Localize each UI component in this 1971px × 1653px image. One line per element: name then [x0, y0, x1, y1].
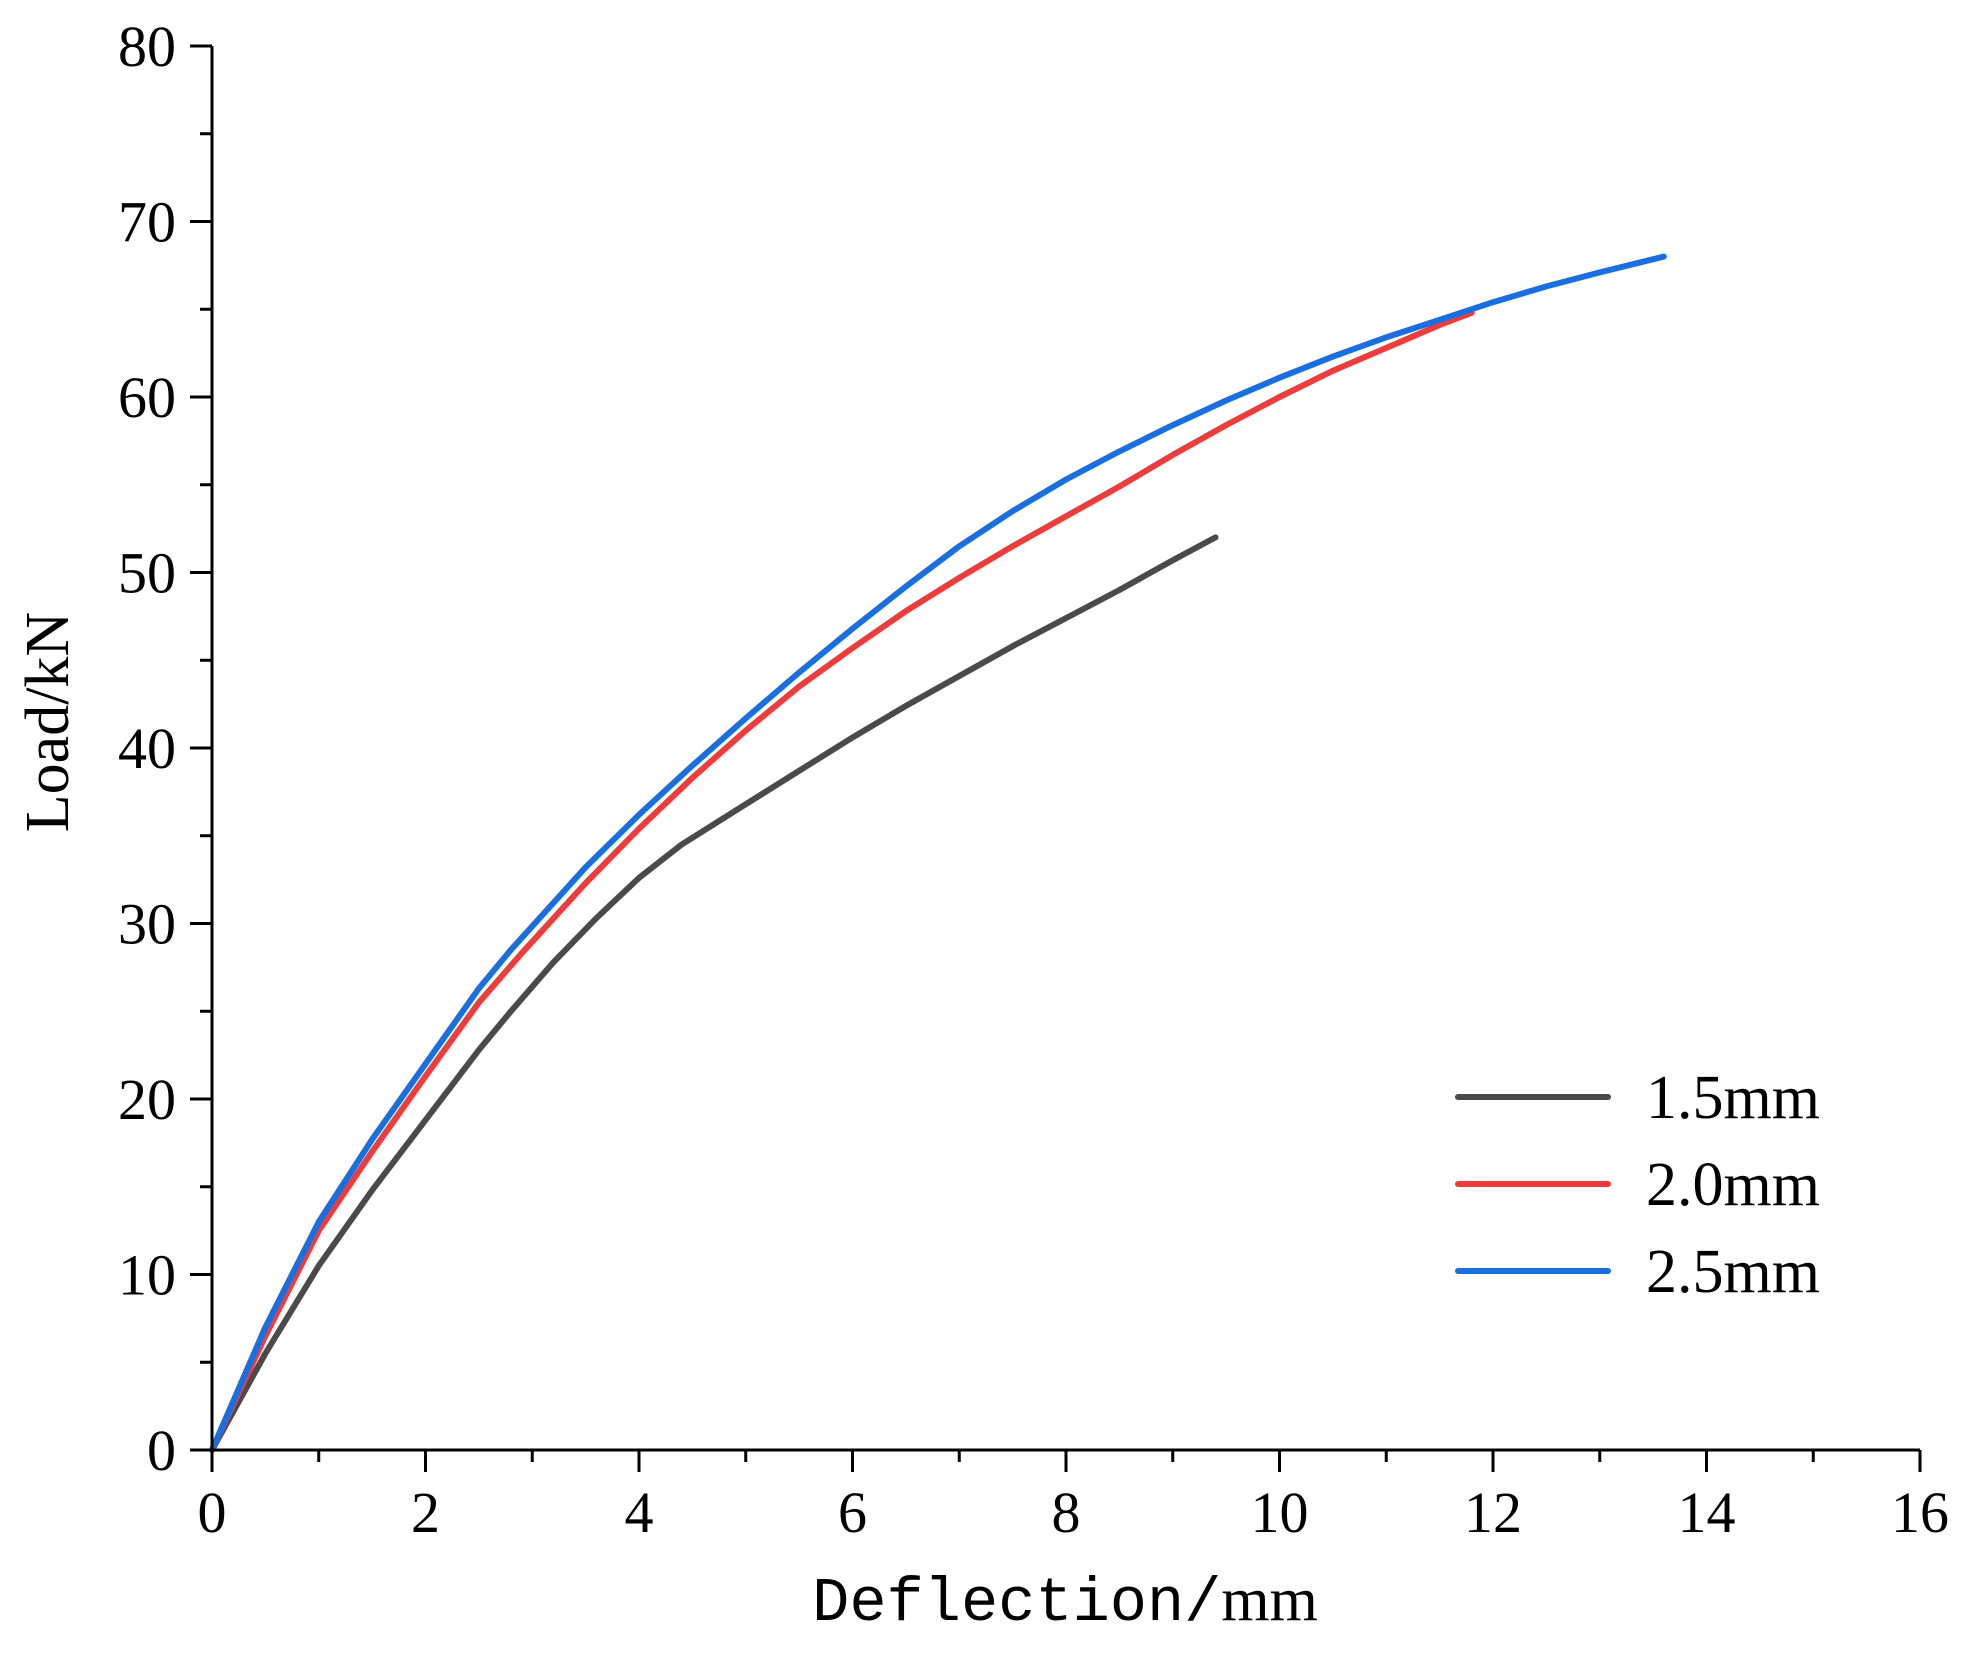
x-axis-title-quantity: Deflection/: [812, 1568, 1221, 1639]
x-tick-label: 0: [198, 1480, 227, 1545]
x-tick-label: 2: [411, 1480, 440, 1545]
y-tick-label: 70: [118, 190, 176, 255]
y-tick-label: 10: [118, 1243, 176, 1308]
x-tick-label: 6: [838, 1480, 867, 1545]
y-tick-label: 80: [118, 14, 176, 79]
legend-label-2-5mm: 2.5mm: [1646, 1238, 1820, 1306]
y-tick-label: 50: [118, 541, 176, 606]
y-tick-label: 30: [118, 892, 176, 957]
series-line-1-5mm: [209, 534, 1219, 1453]
y-tick-label: 60: [118, 365, 176, 430]
x-axis: 0 2 4 6 8 10 12 14 16: [198, 1448, 1949, 1545]
y-tick-label: 40: [118, 716, 176, 781]
y-tick-label: 0: [147, 1418, 176, 1483]
y-axis-title: Load/kN: [14, 612, 82, 832]
legend-label-2-0mm: 2.0mm: [1646, 1151, 1820, 1219]
y-axis: 0 10 20 30 40 50 60 70 80: [118, 14, 214, 1483]
series-line-2-0mm: [209, 309, 1475, 1453]
legend-label-1-5mm: 1.5mm: [1646, 1064, 1820, 1132]
legend: 1.5mm 2.0mm 2.5mm: [1455, 1064, 1820, 1306]
x-tick-label: 4: [625, 1480, 654, 1545]
x-axis-title: Deflection/mm: [812, 1566, 1318, 1639]
series-line-2-5mm: [209, 253, 1667, 1453]
x-tick-label: 14: [1678, 1480, 1736, 1545]
plot-lines: [209, 253, 1667, 1453]
y-tick-label: 20: [118, 1067, 176, 1132]
x-tick-label: 10: [1251, 1480, 1309, 1545]
x-tick-label: 12: [1464, 1480, 1522, 1545]
x-tick-label: 8: [1052, 1480, 1081, 1545]
x-axis-title-unit: mm: [1221, 1566, 1317, 1634]
x-tick-label: 16: [1891, 1480, 1949, 1545]
